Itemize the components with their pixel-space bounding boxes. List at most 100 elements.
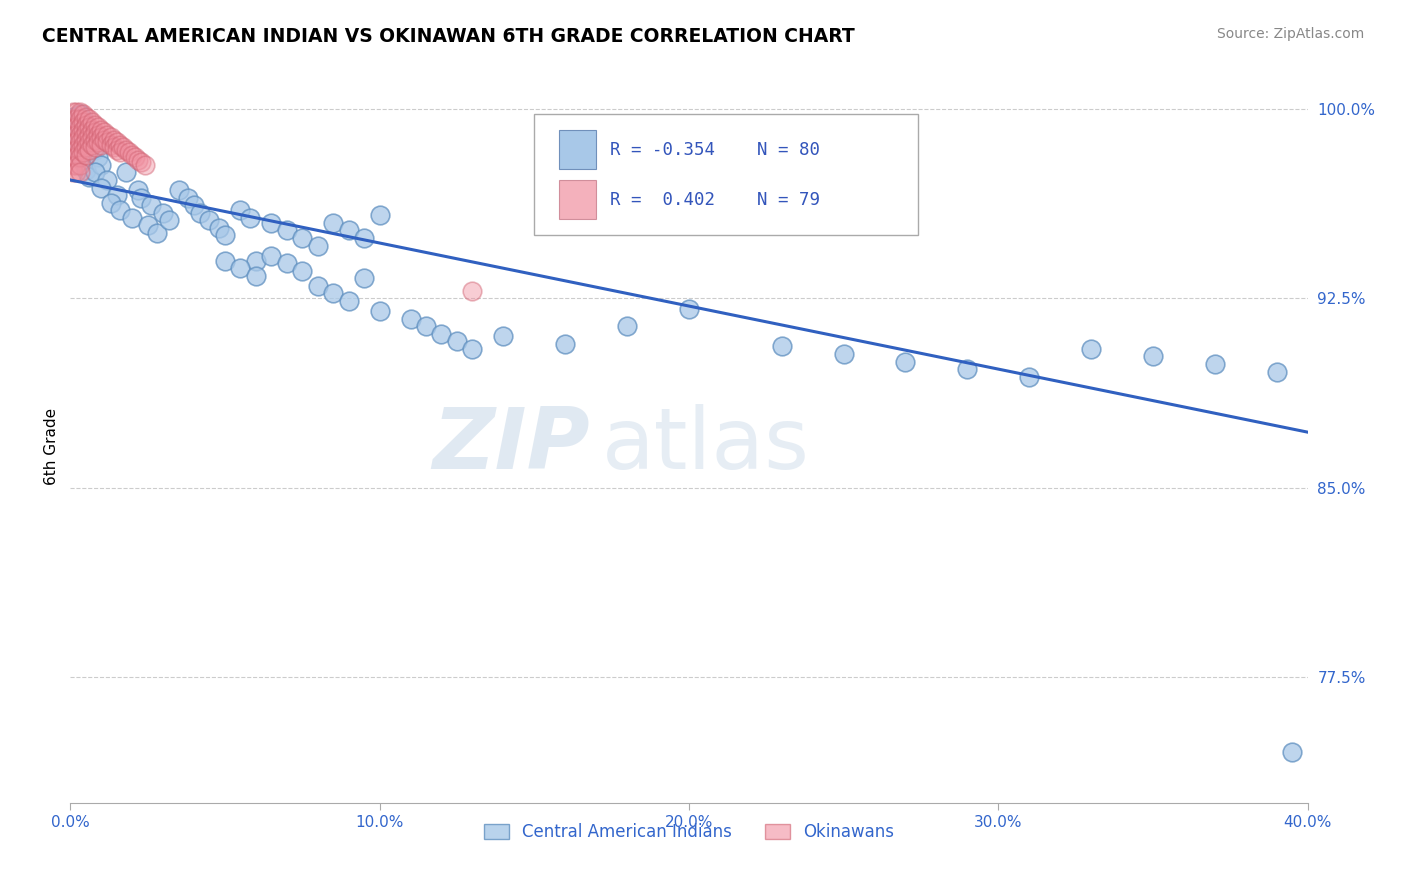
Point bbox=[72, 115, 94, 129]
Point bbox=[72, 130, 94, 145]
Point bbox=[353, 271, 375, 285]
Point bbox=[100, 195, 122, 210]
Point bbox=[124, 150, 146, 164]
Point bbox=[65, 150, 87, 164]
Point bbox=[87, 128, 110, 142]
Point bbox=[69, 112, 91, 127]
Point bbox=[307, 238, 329, 252]
Point bbox=[208, 220, 231, 235]
Point bbox=[62, 158, 84, 172]
Point bbox=[260, 216, 283, 230]
Point bbox=[62, 143, 84, 157]
Point bbox=[90, 180, 112, 194]
Point bbox=[134, 158, 156, 172]
Text: CENTRAL AMERICAN INDIAN VS OKINAWAN 6TH GRADE CORRELATION CHART: CENTRAL AMERICAN INDIAN VS OKINAWAN 6TH … bbox=[42, 27, 855, 45]
Point bbox=[183, 198, 205, 212]
Point bbox=[461, 284, 484, 298]
Point bbox=[337, 223, 360, 237]
Point bbox=[77, 170, 100, 185]
Point bbox=[65, 133, 87, 147]
Point bbox=[65, 158, 87, 172]
Point bbox=[80, 122, 103, 136]
Point bbox=[167, 183, 190, 197]
Point bbox=[75, 125, 97, 139]
Point bbox=[461, 342, 484, 356]
Point bbox=[177, 191, 200, 205]
Point bbox=[77, 143, 100, 157]
Point bbox=[276, 223, 298, 237]
Point bbox=[152, 206, 174, 220]
Point bbox=[72, 155, 94, 169]
Text: atlas: atlas bbox=[602, 404, 810, 488]
Point bbox=[72, 145, 94, 160]
Point bbox=[554, 337, 576, 351]
Point bbox=[322, 216, 344, 230]
Y-axis label: 6th Grade: 6th Grade bbox=[44, 408, 59, 484]
Point bbox=[96, 128, 118, 142]
Point bbox=[103, 140, 125, 154]
Point bbox=[146, 226, 169, 240]
Text: R = -0.354    N = 80: R = -0.354 N = 80 bbox=[610, 141, 820, 159]
Point bbox=[139, 198, 162, 212]
Point bbox=[72, 112, 94, 127]
Point bbox=[75, 118, 97, 132]
Point bbox=[956, 362, 979, 376]
Point bbox=[108, 203, 131, 218]
Legend: Central American Indians, Okinawans: Central American Indians, Okinawans bbox=[477, 817, 901, 848]
Point bbox=[90, 130, 112, 145]
Point bbox=[75, 110, 97, 124]
Point bbox=[105, 135, 128, 149]
Point bbox=[69, 158, 91, 172]
Point bbox=[62, 150, 84, 164]
Point bbox=[69, 140, 91, 154]
Point bbox=[100, 137, 122, 152]
Point bbox=[353, 231, 375, 245]
Point bbox=[368, 304, 391, 318]
Point bbox=[415, 319, 437, 334]
Point bbox=[214, 253, 236, 268]
Point bbox=[229, 261, 252, 276]
Point bbox=[65, 165, 87, 179]
Point bbox=[69, 120, 91, 134]
Point bbox=[90, 122, 112, 136]
Point bbox=[260, 249, 283, 263]
Point bbox=[69, 107, 91, 121]
Point bbox=[239, 211, 262, 225]
Point bbox=[307, 278, 329, 293]
Point bbox=[80, 137, 103, 152]
Point bbox=[84, 143, 107, 157]
Point bbox=[62, 120, 84, 134]
Point bbox=[84, 133, 107, 147]
Point bbox=[80, 115, 103, 129]
Point bbox=[832, 347, 855, 361]
Point bbox=[62, 128, 84, 142]
Point bbox=[1080, 342, 1102, 356]
Point bbox=[69, 135, 91, 149]
Point bbox=[93, 125, 115, 139]
Point bbox=[72, 107, 94, 121]
Point bbox=[90, 158, 112, 172]
Text: Source: ZipAtlas.com: Source: ZipAtlas.com bbox=[1216, 27, 1364, 41]
Point bbox=[105, 188, 128, 202]
Text: ZIP: ZIP bbox=[432, 404, 591, 488]
Point bbox=[131, 155, 153, 169]
Point bbox=[127, 153, 149, 167]
Point bbox=[84, 118, 107, 132]
Point bbox=[245, 268, 267, 283]
Point bbox=[276, 256, 298, 270]
Point bbox=[87, 120, 110, 134]
Point bbox=[131, 191, 153, 205]
Point bbox=[93, 133, 115, 147]
Point bbox=[62, 165, 84, 179]
Point bbox=[75, 147, 97, 161]
Point bbox=[65, 143, 87, 157]
Point bbox=[108, 137, 131, 152]
Bar bbox=[560, 130, 596, 169]
Point bbox=[188, 206, 211, 220]
Bar bbox=[560, 180, 596, 219]
Point bbox=[87, 135, 110, 149]
Point bbox=[65, 104, 87, 119]
Point bbox=[446, 334, 468, 349]
Point bbox=[75, 140, 97, 154]
Point bbox=[430, 326, 453, 341]
